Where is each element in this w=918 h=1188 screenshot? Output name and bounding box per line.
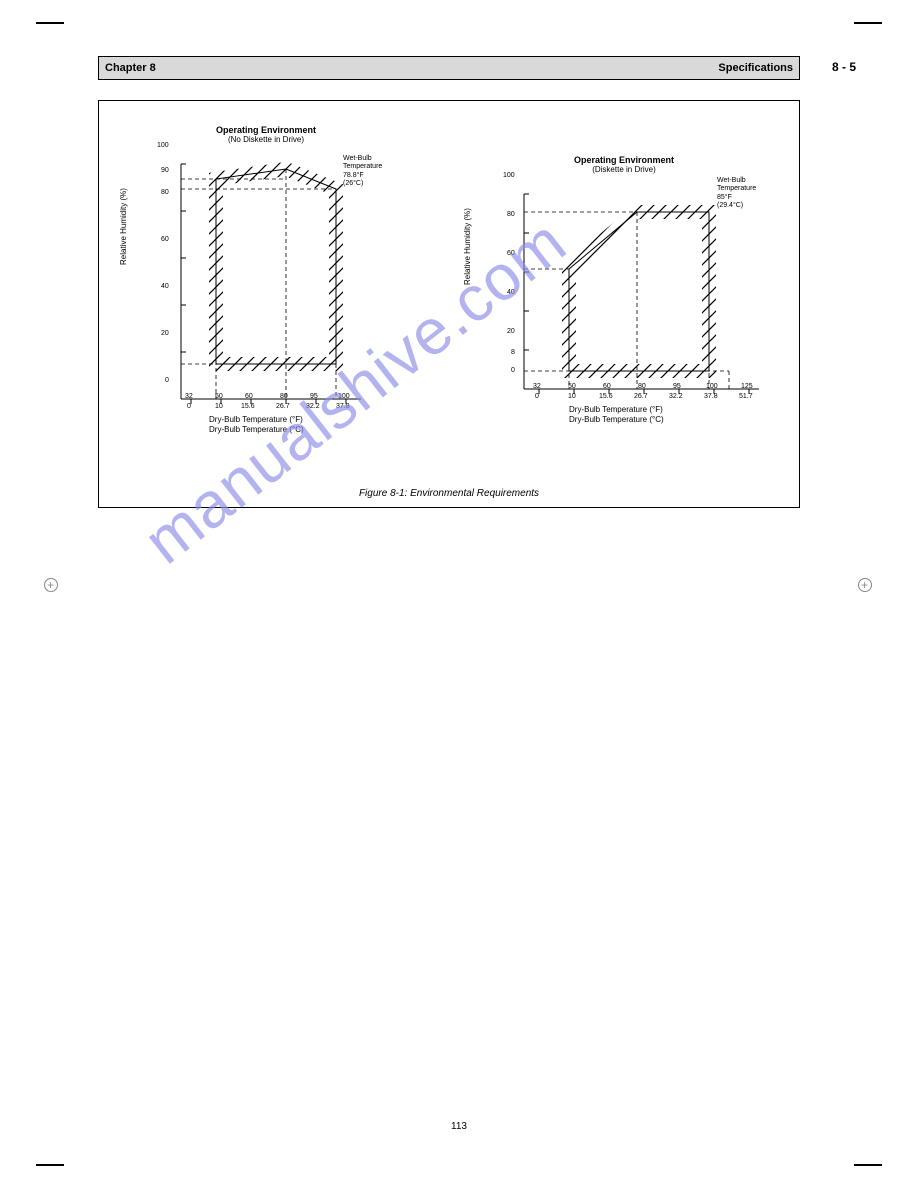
x-tick: 100: [338, 393, 350, 400]
page-number-top: 8 - 5: [832, 60, 856, 74]
x-tick: 50: [568, 383, 576, 390]
y-tick: 80: [507, 211, 515, 218]
x-tick: 60: [245, 393, 253, 400]
legend-line: Wet-Bulb: [717, 177, 756, 185]
y-axis-label: Relative Humidity (%): [119, 188, 128, 265]
chapter-title: Specifications: [718, 62, 793, 74]
y-tick: 100: [503, 172, 515, 179]
chart-title: Operating Environment: [469, 155, 779, 165]
y-tick: 8: [511, 349, 515, 356]
x-tick-c: 10: [215, 403, 223, 410]
x-tick-c: 0: [535, 393, 539, 400]
operating-env-chart-no-diskette: Operating Environment (No Diskette in Dr…: [131, 125, 401, 416]
crop-mark: [854, 22, 882, 24]
x-tick-c: 26.7: [634, 393, 648, 400]
figure-container: Operating Environment (No Diskette in Dr…: [98, 100, 800, 508]
legend-line: (26°C): [343, 180, 382, 188]
x-tick: 60: [603, 383, 611, 390]
x-tick: 95: [310, 393, 318, 400]
y-tick: 60: [507, 250, 515, 257]
x-tick-c: 26.7: [276, 403, 290, 410]
x-tick: 95: [673, 383, 681, 390]
chart-title: Operating Environment: [131, 125, 401, 135]
y-axis-label: Relative Humidity (%): [463, 208, 472, 285]
y-tick: 80: [161, 189, 169, 196]
chart-svg: [469, 174, 779, 419]
x-axis-label-c: Dry-Bulb Temperature (°C): [569, 415, 664, 424]
x-tick-c: 51.7: [739, 393, 753, 400]
x-tick-c: 15.6: [599, 393, 613, 400]
wet-bulb-legend: Wet-Bulb Temperature 78.8°F (26°C): [343, 155, 382, 189]
page-number-bottom: 113: [451, 1121, 467, 1132]
y-tick: 0: [511, 367, 515, 374]
legend-line: Wet-Bulb: [343, 155, 382, 163]
y-tick: 0: [165, 377, 169, 384]
legend-line: (29.4°C): [717, 202, 756, 210]
x-tick: 100: [706, 383, 718, 390]
chapter-header-bar: Chapter 8 Specifications: [98, 56, 800, 80]
crop-mark: [854, 1164, 882, 1166]
x-tick: 50: [215, 393, 223, 400]
chapter-label: Chapter 8: [105, 62, 156, 74]
y-tick: 20: [507, 328, 515, 335]
y-tick: 40: [161, 283, 169, 290]
y-tick: 40: [507, 289, 515, 296]
x-tick-c: 32.2: [306, 403, 320, 410]
x-tick-c: 32.2: [669, 393, 683, 400]
y-tick: 100: [157, 142, 169, 149]
x-tick: 32: [533, 383, 541, 390]
y-tick: 90: [161, 167, 169, 174]
x-axis-label-c: Dry-Bulb Temperature (°C): [209, 425, 304, 434]
x-tick-c: 10: [568, 393, 576, 400]
legend-line: 78.8°F: [343, 172, 382, 180]
chart-subtitle: (No Diskette in Drive): [131, 135, 401, 144]
legend-line: Temperature: [343, 163, 382, 171]
chart-subtitle: (Diskette in Drive): [469, 165, 779, 174]
x-tick: 80: [638, 383, 646, 390]
y-tick: 20: [161, 330, 169, 337]
legend-line: 85°F: [717, 194, 756, 202]
crop-mark: [36, 1164, 64, 1166]
x-axis-label: Dry-Bulb Temperature (°F): [209, 415, 303, 424]
x-tick-c: 0: [187, 403, 191, 410]
y-tick: 60: [161, 236, 169, 243]
x-axis-label: Dry-Bulb Temperature (°F): [569, 405, 663, 414]
wet-bulb-legend: Wet-Bulb Temperature 85°F (29.4°C): [717, 177, 756, 211]
operating-env-chart-diskette: Operating Environment (Diskette in Drive…: [469, 155, 779, 421]
x-tick: 125: [741, 383, 753, 390]
x-tick: 32: [185, 393, 193, 400]
x-tick: 80: [280, 393, 288, 400]
legend-line: Temperature: [717, 185, 756, 193]
x-tick-c: 37.8: [336, 403, 350, 410]
x-tick-c: 15.6: [241, 403, 255, 410]
x-tick-c: 37.8: [704, 393, 718, 400]
crop-mark: [36, 22, 64, 24]
figure-caption: Figure 8-1: Environmental Requirements: [99, 488, 799, 499]
